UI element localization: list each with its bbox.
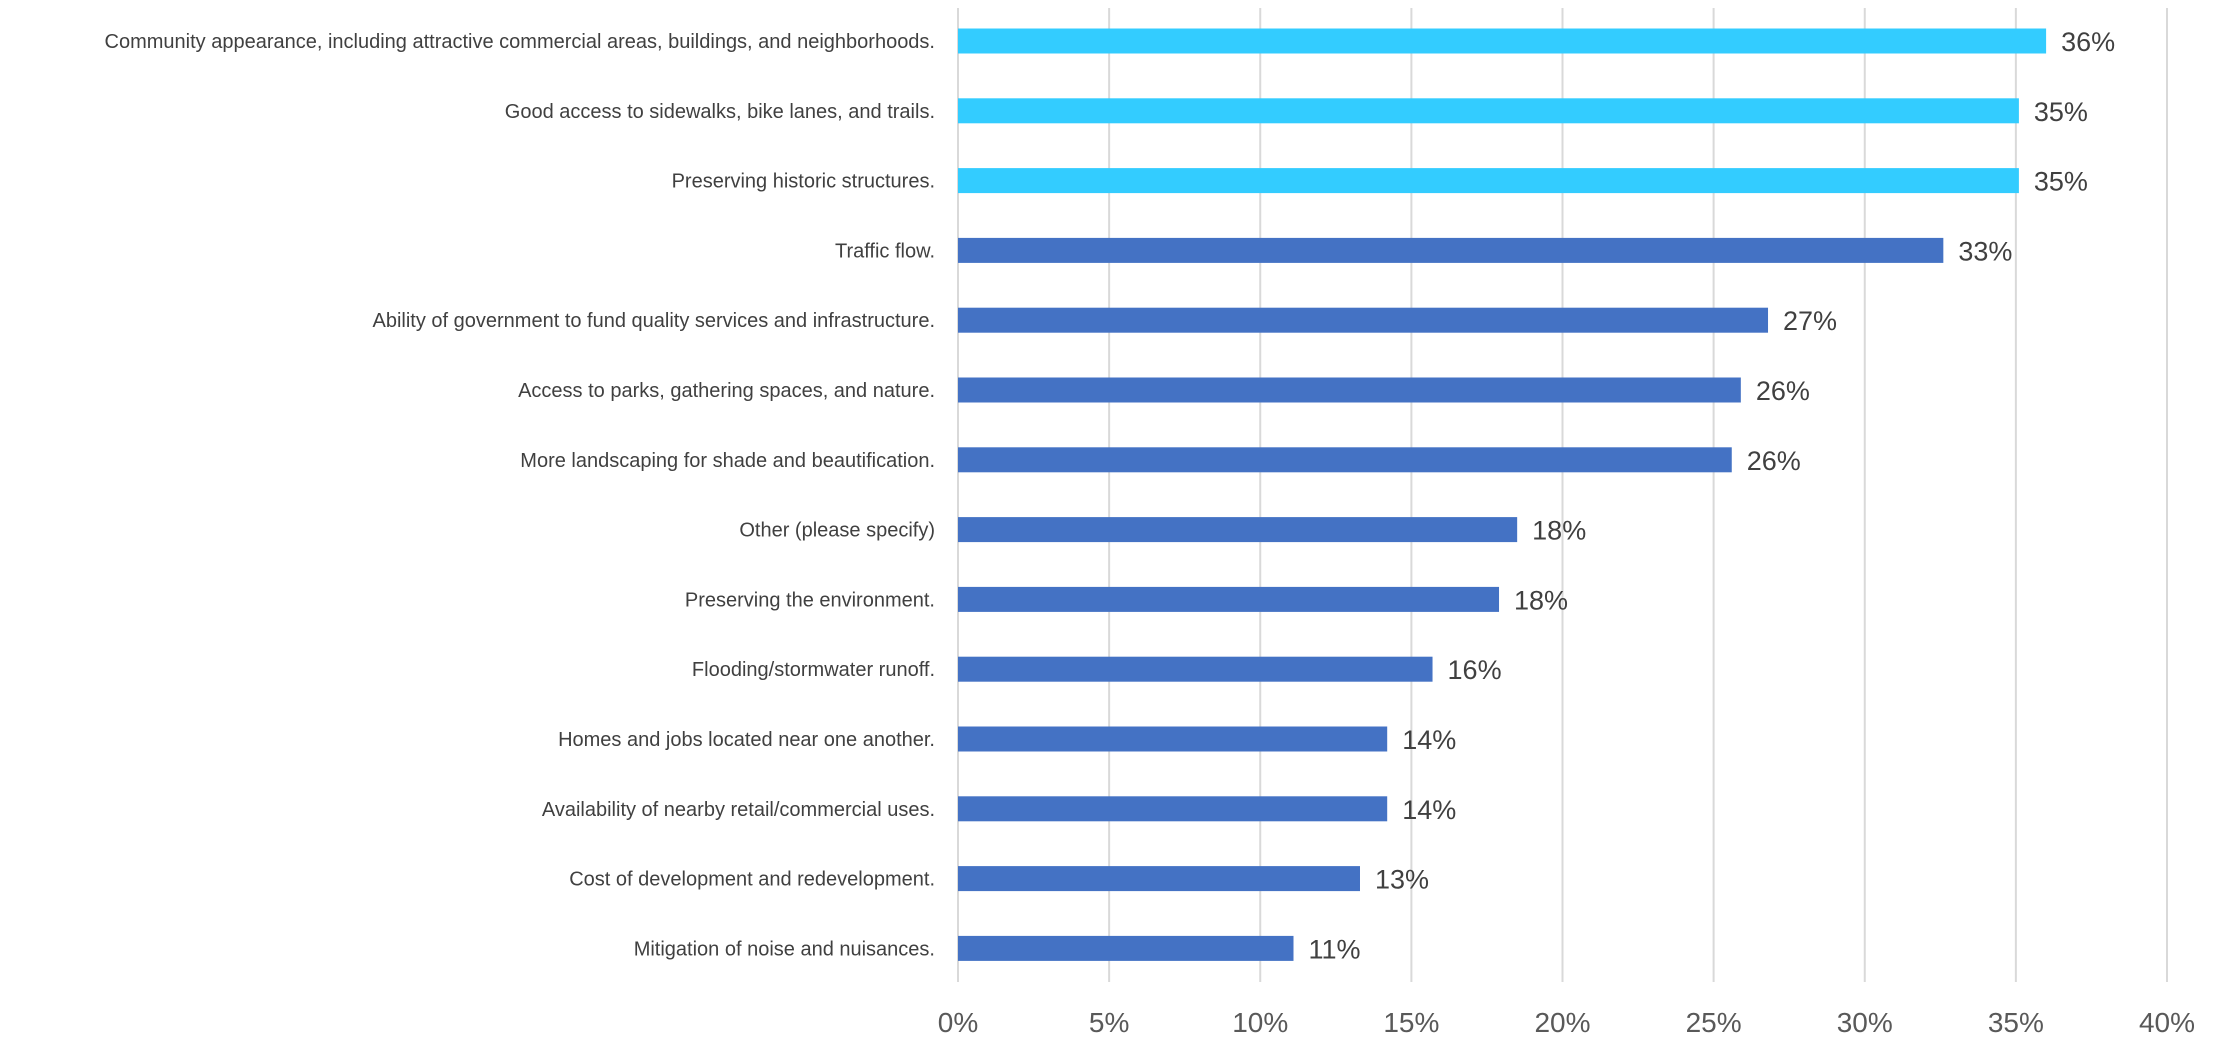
x-tick-label: 10% [1232, 1007, 1288, 1037]
bar [958, 237, 1944, 263]
category-label: Availability of nearby retail/commercial… [542, 799, 935, 821]
x-tick-label: 25% [1686, 1007, 1742, 1037]
bar [958, 866, 1360, 892]
category-label: Other (please specify) [739, 520, 935, 542]
data-label: 35% [2034, 167, 2088, 197]
bar [958, 796, 1388, 822]
data-label: 14% [1402, 725, 1456, 755]
bar [958, 517, 1518, 543]
category-label: Good access to sidewalks, bike lanes, an… [505, 101, 935, 123]
data-label: 35% [2034, 97, 2088, 127]
x-tick-label: 5% [1089, 1007, 1129, 1037]
data-label: 18% [1514, 585, 1568, 615]
category-labels: Community appearance, including attracti… [105, 31, 935, 960]
category-label: More landscaping for shade and beautific… [520, 450, 935, 472]
bars [958, 28, 2047, 961]
data-label: 27% [1783, 306, 1837, 336]
bar [958, 28, 2047, 54]
bar [958, 168, 2019, 194]
bar [958, 726, 1388, 752]
category-label: Traffic flow. [835, 240, 935, 262]
category-label: Flooding/stormwater runoff. [692, 659, 935, 681]
data-label: 16% [1448, 655, 1502, 685]
data-labels: 36% 35% 35% 33% 27% 26% 26% 18% 18% 16% 14% 14% 13% 1… [1308, 27, 2115, 964]
category-label: Preserving the environment. [685, 589, 935, 611]
data-label: 18% [1532, 516, 1586, 546]
bar [958, 935, 1294, 961]
x-tick-label: 0% [938, 1007, 978, 1037]
bar [958, 586, 1500, 612]
data-label: 13% [1375, 865, 1429, 895]
bar [958, 377, 1741, 403]
data-label: 14% [1402, 795, 1456, 825]
category-label: Preserving historic structures. [672, 171, 935, 193]
category-label: Ability of government to fund quality se… [373, 310, 936, 332]
x-tick-label: 30% [1837, 1007, 1893, 1037]
category-label: Mitigation of noise and nuisances. [634, 938, 935, 960]
x-tick-label: 15% [1383, 1007, 1439, 1037]
data-label: 26% [1756, 376, 1810, 406]
x-axis-tick-labels: 0% 5% 10% 15% 20% 25% 30% 35% 40% [938, 1007, 2195, 1037]
category-label: Access to parks, gathering spaces, and n… [518, 380, 935, 402]
category-label: Homes and jobs located near one another. [558, 729, 935, 751]
bar [958, 98, 2019, 124]
bar [958, 307, 1769, 333]
data-label: 11% [1308, 934, 1360, 964]
x-tick-label: 40% [2139, 1007, 2195, 1037]
category-label: Community appearance, including attracti… [105, 31, 935, 53]
x-tick-label: 20% [1534, 1007, 1590, 1037]
data-label: 26% [1747, 446, 1801, 476]
category-label: Cost of development and redevelopment. [569, 869, 935, 891]
x-tick-label: 35% [1988, 1007, 2044, 1037]
data-label: 33% [1958, 236, 2012, 266]
bar [958, 656, 1433, 682]
gridlines [957, 8, 2168, 982]
data-label: 36% [2061, 27, 2115, 57]
bar [958, 447, 1732, 473]
